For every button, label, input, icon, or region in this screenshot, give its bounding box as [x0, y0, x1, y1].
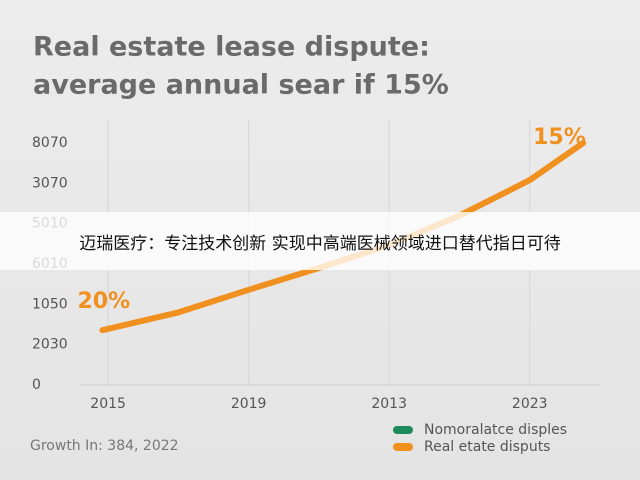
x-tick-label: 2023	[512, 396, 548, 412]
x-tick-label: 2019	[231, 396, 267, 412]
legend-swatch	[393, 443, 413, 451]
y-tick-label: 1050	[32, 296, 68, 312]
legend-swatch	[393, 426, 413, 434]
legend-label: Nomoralatce disples	[424, 422, 567, 438]
banner: 迈瑞医疗：专注技术创新 实现中高端医械领域进口替代指日可待	[0, 212, 640, 270]
banner-text: 迈瑞医疗：专注技术创新 实现中高端医械领域进口替代指日可待	[79, 233, 561, 254]
y-tick-label: 8070	[32, 135, 68, 151]
chart-title: Real estate lease dispute:	[33, 32, 430, 63]
y-tick-label: 0	[32, 377, 41, 393]
y-tick-label: 2030	[32, 337, 68, 353]
annotation: 20%	[77, 289, 130, 314]
legend-label: Real etate disputs	[424, 439, 550, 455]
x-tick-label: 2013	[371, 396, 407, 412]
x-tick-label: 2015	[90, 396, 126, 412]
chart-title: average annual sear if 15%	[33, 70, 449, 101]
footnote: Growth In: 384, 2022	[30, 438, 179, 454]
y-tick-label: 3070	[32, 175, 68, 191]
annotation: 15%	[533, 125, 586, 150]
